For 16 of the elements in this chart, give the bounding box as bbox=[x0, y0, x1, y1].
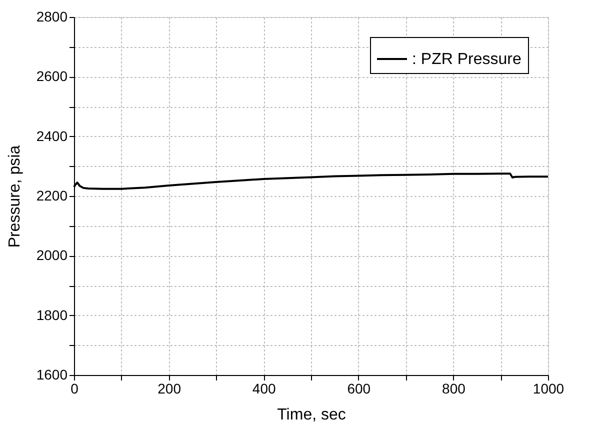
x-tick-label: 1000 bbox=[532, 380, 564, 396]
y-tick-label: 1600 bbox=[36, 366, 68, 382]
y-tick-label: 1800 bbox=[36, 306, 68, 323]
y-tick-label: 2200 bbox=[36, 188, 68, 204]
x-tick-label: 200 bbox=[158, 380, 182, 396]
y-tick-label: 2600 bbox=[36, 68, 68, 84]
x-tick-label: 400 bbox=[252, 380, 276, 396]
x-tick-label: 0 bbox=[70, 380, 79, 396]
x-axis-title: Time, sec bbox=[277, 406, 346, 424]
legend-label: : PZR Pressure bbox=[412, 51, 522, 68]
y-tick-label: 2000 bbox=[36, 247, 68, 264]
y-tick-label: 2400 bbox=[36, 128, 68, 144]
y-tick-label: 2800 bbox=[36, 8, 68, 24]
x-tick-label: 800 bbox=[442, 380, 466, 396]
y-axis-title: Pressure, psia bbox=[6, 145, 24, 248]
x-tick-label: 600 bbox=[347, 380, 371, 396]
